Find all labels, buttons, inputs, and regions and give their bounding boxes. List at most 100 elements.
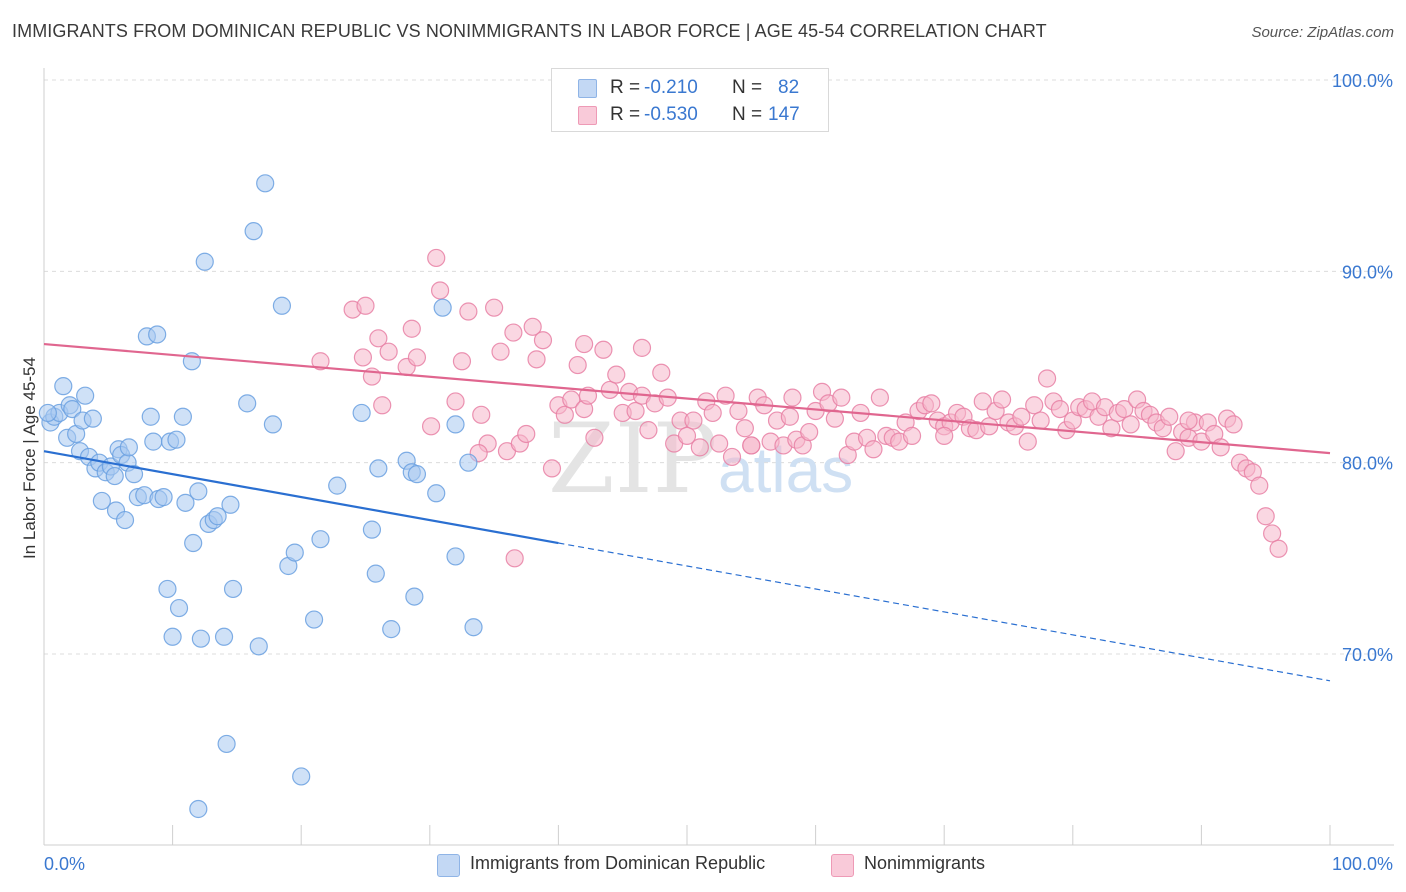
axes	[43, 68, 1394, 846]
legend-swatch-nonimmigrants	[831, 854, 854, 877]
point-nonimmigrants	[542, 459, 562, 478]
point-immigrants	[63, 399, 82, 419]
point-immigrants	[221, 495, 240, 514]
point-immigrants	[292, 767, 311, 786]
point-nonimmigrants	[504, 323, 523, 342]
gridlines	[44, 79, 1394, 655]
point-nonimmigrants	[311, 352, 330, 371]
point-immigrants	[195, 252, 214, 271]
r-label: R =	[610, 104, 641, 125]
point-immigrants	[446, 415, 465, 434]
r-value: -0.210	[644, 77, 698, 98]
point-nonimmigrants	[684, 411, 703, 430]
point-nonimmigrants	[421, 417, 441, 436]
point-immigrants	[217, 734, 236, 754]
point-nonimmigrants	[722, 447, 742, 467]
point-nonimmigrants	[430, 281, 450, 300]
point-nonimmigrants	[992, 390, 1012, 409]
point-nonimmigrants	[555, 405, 574, 424]
point-nonimmigrants	[832, 388, 851, 407]
point-immigrants	[328, 476, 347, 495]
y-axis-label: In Labor Force | Age 45-54	[20, 357, 39, 559]
point-nonimmigrants	[472, 405, 491, 424]
point-nonimmigrants	[639, 421, 658, 440]
n-value: 147	[768, 104, 800, 125]
point-nonimmigrants	[1263, 524, 1282, 543]
point-nonimmigrants	[703, 403, 722, 423]
point-immigrants	[83, 409, 102, 428]
point-immigrants	[105, 466, 124, 486]
y-tick-label: 80.0%	[1342, 454, 1393, 474]
point-nonimmigrants	[505, 549, 524, 568]
x-tick-label: 0.0%	[44, 854, 85, 874]
point-nonimmigrants	[729, 401, 748, 421]
point-nonimmigrants	[427, 248, 446, 268]
point-immigrants	[158, 579, 177, 599]
point-nonimmigrants	[902, 426, 922, 445]
point-nonimmigrants	[446, 392, 465, 411]
point-immigrants	[115, 510, 135, 530]
point-nonimmigrants	[1050, 399, 1070, 419]
point-nonimmigrants	[710, 434, 729, 453]
x-tick-label: 100.0%	[1332, 854, 1393, 874]
legend-label: Immigrants from Dominican Republic	[470, 853, 766, 873]
point-immigrants	[366, 564, 385, 583]
point-immigrants	[433, 298, 452, 317]
point-immigrants	[464, 618, 483, 637]
source-label: Source: ZipAtlas.com	[1251, 24, 1394, 41]
point-immigrants	[119, 438, 138, 457]
point-nonimmigrants	[1250, 476, 1269, 495]
point-immigrants	[38, 403, 57, 423]
point-immigrants	[163, 627, 182, 646]
point-nonimmigrants	[800, 422, 819, 442]
point-nonimmigrants	[575, 334, 594, 354]
point-nonimmigrants	[452, 352, 472, 371]
point-immigrants	[76, 386, 95, 405]
point-immigrants	[249, 637, 268, 656]
point-immigrants	[352, 403, 371, 423]
point-nonimmigrants	[1115, 399, 1134, 419]
trend-line-immigrants	[43, 450, 559, 545]
point-nonimmigrants	[742, 436, 761, 455]
point-immigrants	[214, 627, 234, 646]
point-immigrants	[176, 493, 195, 512]
point-immigrants	[173, 407, 192, 426]
point-nonimmigrants	[1224, 415, 1243, 434]
r-value: -0.530	[644, 104, 698, 125]
point-immigrants	[238, 394, 257, 413]
legend-swatch-immigrants	[437, 854, 460, 877]
point-nonimmigrants	[1211, 438, 1230, 457]
chart-title: IMMIGRANTS FROM DOMINICAN REPUBLIC VS NO…	[12, 21, 1047, 41]
point-nonimmigrants	[485, 298, 504, 317]
point-nonimmigrants	[568, 355, 587, 375]
point-nonimmigrants	[379, 342, 398, 361]
y-tick-label: 100.0%	[1332, 71, 1393, 91]
point-immigrants	[256, 174, 275, 193]
point-immigrants	[427, 484, 446, 503]
point-immigrants	[189, 482, 208, 501]
point-nonimmigrants	[527, 350, 546, 369]
trend-line-immigrants-extension	[558, 542, 1331, 682]
point-nonimmigrants	[356, 296, 375, 315]
point-immigrants	[459, 453, 478, 472]
point-immigrants	[154, 488, 173, 507]
point-immigrants	[148, 325, 167, 344]
point-immigrants	[169, 598, 189, 618]
n-value: 82	[778, 77, 800, 98]
n-label: N =	[732, 104, 763, 125]
point-nonimmigrants	[1160, 407, 1179, 426]
point-nonimmigrants	[533, 331, 553, 350]
point-nonimmigrants	[1166, 442, 1185, 461]
point-nonimmigrants	[1025, 396, 1044, 415]
y-tick-label: 70.0%	[1342, 645, 1393, 665]
point-nonimmigrants	[523, 317, 542, 336]
point-nonimmigrants	[373, 396, 392, 415]
point-immigrants	[304, 610, 324, 629]
trend-lines	[43, 342, 1331, 682]
point-immigrants	[407, 465, 427, 484]
point-immigrants	[141, 407, 160, 426]
trend-line-nonimmigrants	[43, 342, 1331, 455]
point-nonimmigrants	[980, 417, 999, 436]
point-nonimmigrants	[585, 428, 604, 447]
